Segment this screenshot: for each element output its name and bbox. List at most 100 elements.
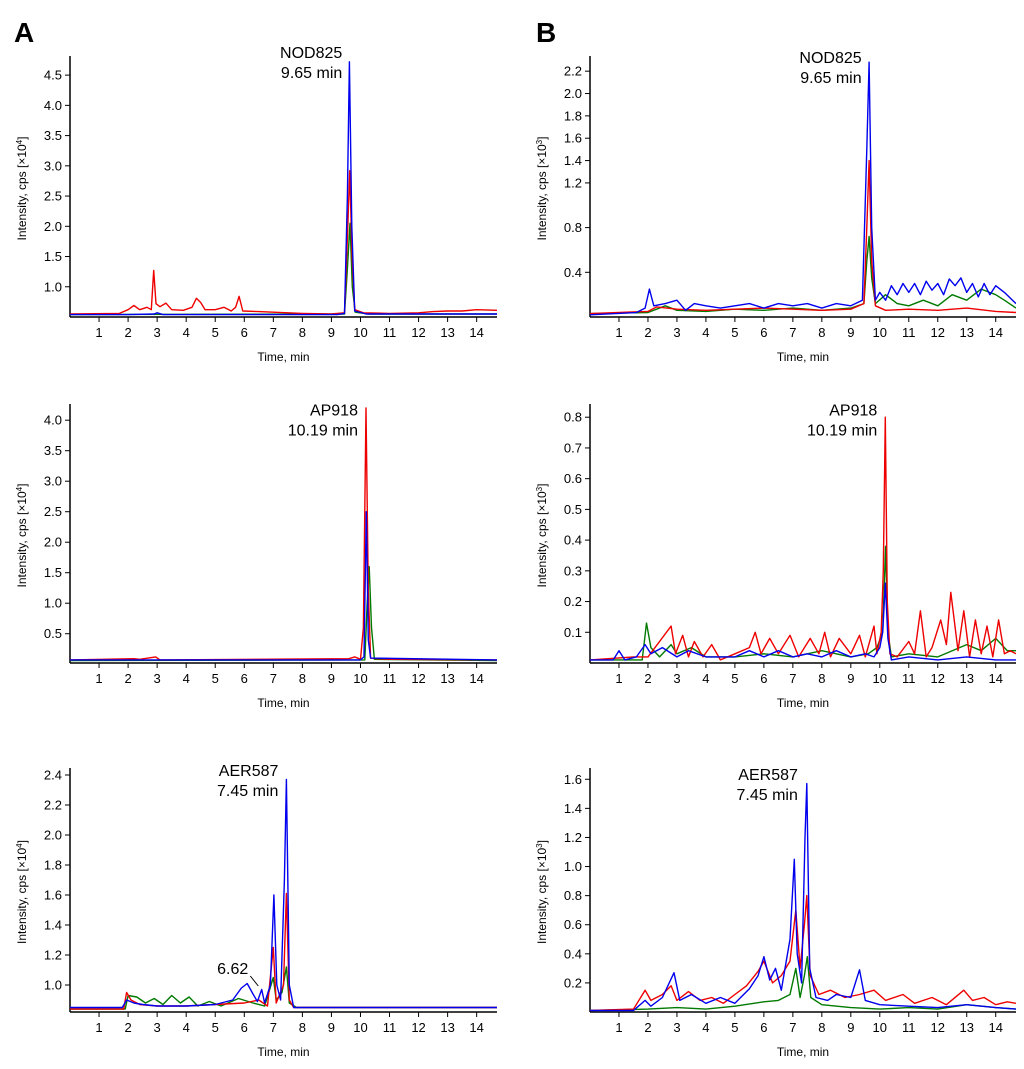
x-tick-label: 9 — [328, 325, 335, 340]
chart-a-nod825: 1 2 3 4 5 6 7 8 9 10 11 12 13 141.01.52.02.53.03.54.0… — [15, 45, 497, 364]
panel-label-a: A — [14, 17, 34, 48]
y-axis-title: Intensity, cps [×103] — [535, 484, 550, 588]
x-tick-label: 12 — [931, 671, 945, 686]
x-tick-label: 9 — [328, 671, 335, 686]
x-tick-label: 5 — [731, 1020, 738, 1035]
annotation-compound: AER587 — [738, 767, 798, 784]
chart-a-aer587: 1 2 3 4 5 6 7 8 9 10 11 12 13 141.01.21.41.61.82.02.2… — [15, 763, 497, 1059]
y-tick-label: 1.4 — [564, 153, 582, 168]
y-tick-label: 0.8 — [564, 410, 582, 425]
x-tick-label: 13 — [440, 671, 454, 686]
x-tick-label: 7 — [270, 671, 277, 686]
x-tick-label: 7 — [789, 325, 796, 340]
x-tick-label: 13 — [440, 1020, 454, 1035]
y-tick-label: 3.5 — [44, 128, 62, 143]
x-tick-label: 5 — [212, 325, 219, 340]
x-tick-label: 13 — [440, 325, 454, 340]
x-tick-label: 5 — [731, 671, 738, 686]
series-green-b-aer587 — [590, 956, 1016, 1012]
x-tick-label: 6 — [760, 1020, 767, 1035]
x-tick-label: 4 — [183, 1020, 190, 1035]
x-tick-label: 7 — [270, 1020, 277, 1035]
x-tick-label: 4 — [183, 671, 190, 686]
x-tick-label: 13 — [960, 1020, 974, 1035]
y-tick-label: 0.4 — [564, 265, 582, 280]
y-tick-label: 1.2 — [44, 948, 62, 963]
annotation-time: 9.65 min — [281, 65, 342, 82]
y-tick-label: 0.8 — [564, 220, 582, 235]
x-tick-label: 6 — [241, 325, 248, 340]
series-green-a-nod825 — [70, 222, 497, 316]
annotation-time: 10.19 min — [807, 423, 877, 440]
series-red-a-aer587 — [70, 892, 497, 1010]
annotation-time: 10.19 min — [288, 422, 358, 439]
chart-b-aer587: 1 2 3 4 5 6 7 8 9 10 11 12 13 140.20.40.60.81.01.21.4… — [535, 767, 1016, 1059]
y-tick-label: 1.5 — [44, 565, 62, 580]
y-tick-label: 0.5 — [564, 502, 582, 517]
x-tick-label: 10 — [353, 325, 367, 340]
annotation-compound: NOD825 — [280, 45, 342, 62]
y-tick-label: 2.2 — [44, 798, 62, 813]
y-tick-label: 1.4 — [44, 918, 62, 933]
series-blue-b-aer587 — [590, 782, 1016, 1012]
panel-label-b: B — [536, 17, 556, 48]
x-axis-title: Time, min — [777, 696, 829, 710]
y-axis-title: Intensity, cps [×104] — [15, 484, 30, 588]
x-tick-label: 11 — [902, 325, 916, 340]
y-tick-label: 0.6 — [564, 917, 582, 932]
x-tick-label: 6 — [760, 325, 767, 340]
y-tick-label: 2.4 — [44, 768, 62, 783]
x-tick-label: 11 — [383, 325, 397, 340]
y-tick-label: 1.8 — [564, 108, 582, 123]
y-tick-label: 4.0 — [44, 98, 62, 113]
x-tick-label: 2 — [124, 671, 131, 686]
x-tick-label: 14 — [988, 325, 1002, 340]
y-tick-label: 1.6 — [564, 772, 582, 787]
x-tick-label: 12 — [931, 1020, 945, 1035]
x-tick-label: 8 — [299, 1020, 306, 1035]
y-tick-label: 0.1 — [564, 625, 582, 640]
x-tick-label: 1 — [615, 325, 622, 340]
series-red-a-ap918 — [70, 407, 497, 661]
x-tick-label: 3 — [673, 325, 680, 340]
y-tick-label: 0.2 — [564, 975, 582, 990]
y-tick-label: 2.0 — [44, 828, 62, 843]
x-tick-label: 14 — [469, 325, 483, 340]
y-tick-label: 1.0 — [44, 978, 62, 993]
x-tick-label: 2 — [124, 325, 131, 340]
x-tick-label: 1 — [95, 671, 102, 686]
y-tick-label: 3.0 — [44, 474, 62, 489]
y-tick-label: 2.0 — [564, 86, 582, 101]
x-tick-label: 2 — [124, 1020, 131, 1035]
x-tick-label: 3 — [673, 1020, 680, 1035]
y-tick-label: 0.4 — [564, 533, 582, 548]
x-tick-label: 4 — [702, 325, 709, 340]
x-tick-label: 4 — [183, 325, 190, 340]
x-tick-label: 11 — [383, 1020, 397, 1035]
x-tick-label: 8 — [818, 671, 825, 686]
annotation-compound: AP918 — [829, 403, 877, 420]
y-axis-title: Intensity, cps [×104] — [15, 137, 30, 241]
x-tick-label: 1 — [615, 1020, 622, 1035]
series-red-b-ap918 — [590, 416, 1016, 661]
x-tick-label: 2 — [644, 671, 651, 686]
x-tick-label: 12 — [411, 671, 425, 686]
y-tick-label: 0.4 — [564, 946, 582, 961]
x-tick-label: 13 — [960, 671, 974, 686]
y-tick-label: 1.0 — [44, 279, 62, 294]
y-axis-title: Intensity, cps [×104] — [15, 840, 30, 944]
x-tick-label: 3 — [673, 671, 680, 686]
x-tick-label: 9 — [847, 1020, 854, 1035]
x-tick-label: 11 — [383, 671, 397, 686]
x-tick-label: 12 — [931, 325, 945, 340]
series-blue-a-ap918 — [70, 511, 497, 661]
x-tick-label: 1 — [95, 1020, 102, 1035]
y-tick-label: 1.8 — [44, 858, 62, 873]
y-tick-label: 0.7 — [564, 440, 582, 455]
x-tick-label: 12 — [411, 1020, 425, 1035]
y-tick-label: 1.6 — [564, 131, 582, 146]
y-tick-label: 4.5 — [44, 68, 62, 83]
x-tick-label: 2 — [644, 1020, 651, 1035]
x-tick-label: 1 — [615, 671, 622, 686]
